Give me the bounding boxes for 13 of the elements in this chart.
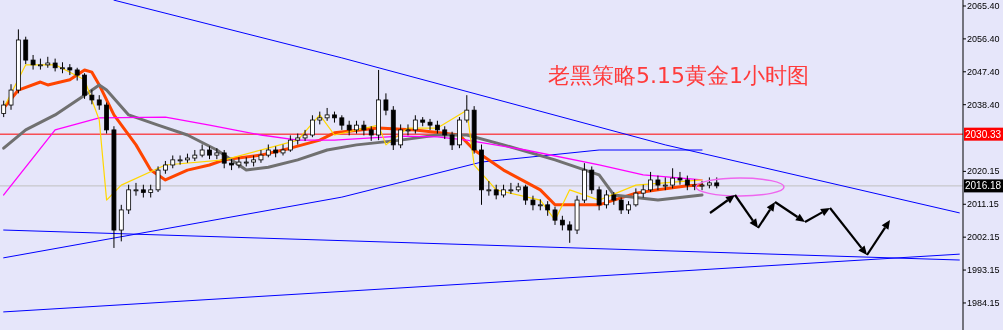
y-tick-label: 2038.40 bbox=[967, 99, 1000, 110]
y-tick-label: 2011.15 bbox=[967, 199, 999, 210]
line-series bbox=[3, 116, 703, 196]
y-tick-label: 2056.40 bbox=[967, 33, 1000, 44]
text: 老黑策略5.15黄金1小时图 bbox=[548, 62, 809, 88]
y-tick-label: 2020.15 bbox=[967, 166, 1000, 177]
ref-line-label: 2016.18 bbox=[965, 180, 1002, 192]
y-tick-label: 2047.40 bbox=[967, 66, 1000, 77]
ref-line-label: 2030.33 bbox=[965, 128, 1002, 140]
y-tick-label: 1984.15 bbox=[967, 297, 1000, 308]
y-tick-label: 1993.15 bbox=[967, 265, 1000, 276]
y-tick-label: 2065.40 bbox=[967, 0, 1000, 11]
y-tick-label: 2002.15 bbox=[967, 232, 1000, 243]
